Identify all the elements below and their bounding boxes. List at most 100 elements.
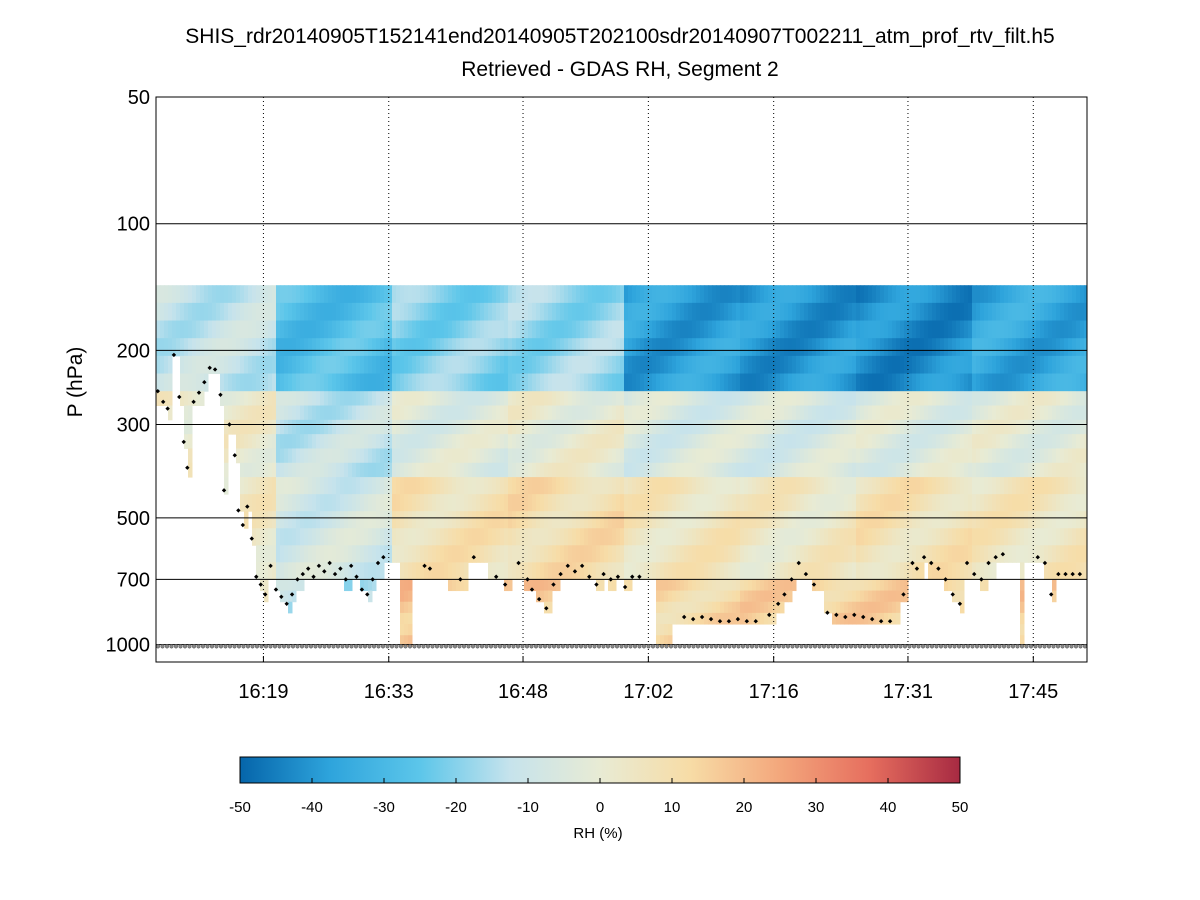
heatmap-cell: [676, 462, 681, 478]
heatmap-cell: [856, 302, 861, 322]
surface-point: [965, 644, 971, 649]
heatmap-cell: [568, 373, 573, 392]
heatmap-cell: [236, 373, 241, 392]
heatmap-cell: [936, 528, 941, 546]
heatmap-cell: [932, 405, 937, 421]
heatmap-cell: [284, 405, 289, 421]
heatmap-cell: [740, 373, 745, 392]
heatmap-cell: [980, 477, 985, 495]
heatmap-cell: [224, 302, 229, 322]
heatmap-cell: [944, 545, 949, 563]
heatmap-cell: [448, 419, 453, 435]
heatmap-cell: [312, 528, 317, 546]
heatmap-cell: [316, 373, 321, 392]
heatmap-cell: [1084, 338, 1087, 357]
heatmap-cell: [1032, 320, 1037, 339]
heatmap-cell: [476, 338, 481, 357]
heatmap-cell: [320, 494, 325, 512]
heatmap-cell: [1048, 373, 1053, 392]
heatmap-cell: [444, 419, 449, 435]
heatmap-cell: [688, 391, 693, 407]
heatmap-cell: [272, 545, 277, 563]
heatmap-cell: [440, 511, 445, 529]
heatmap-cell: [208, 338, 213, 357]
heatmap-cell: [552, 511, 557, 529]
heatmap-cell: [856, 545, 861, 563]
heatmap-cell: [776, 419, 781, 435]
heatmap-cell: [320, 562, 325, 580]
heatmap-cell: [1072, 448, 1077, 464]
heatmap-cell: [884, 579, 889, 592]
heatmap-cell: [248, 320, 253, 339]
heatmap-cell: [892, 355, 897, 375]
heatmap-cell: [996, 373, 1001, 392]
heatmap-cell: [768, 302, 773, 322]
heatmap-cell: [512, 302, 517, 322]
heatmap-cell: [904, 545, 909, 563]
heatmap-cell: [608, 285, 613, 304]
heatmap-cell: [308, 338, 313, 357]
heatmap-cell: [388, 373, 393, 392]
heatmap-cell: [412, 338, 417, 357]
heatmap-cell: [384, 434, 389, 449]
heatmap-cell: [816, 338, 821, 357]
heatmap-cell: [260, 285, 265, 304]
heatmap-cell: [396, 462, 401, 478]
heatmap-cell: [716, 302, 721, 322]
heatmap-cell: [808, 320, 813, 339]
heatmap-cell: [884, 391, 889, 407]
heatmap-cell: [956, 302, 961, 322]
heatmap-cell: [508, 285, 513, 304]
heatmap-cell: [760, 373, 765, 392]
heatmap-cell: [580, 338, 585, 357]
heatmap-cell: [384, 302, 389, 322]
heatmap-cell: [1084, 320, 1087, 339]
heatmap-cell: [616, 405, 621, 421]
heatmap-cell: [844, 320, 849, 339]
heatmap-cell: [952, 448, 957, 464]
heatmap-cell: [628, 528, 633, 546]
heatmap-cell: [160, 391, 165, 407]
heatmap-cell: [748, 320, 753, 339]
heatmap-cell: [952, 419, 957, 435]
heatmap-cell: [708, 562, 713, 580]
heatmap-cell: [680, 320, 685, 339]
surface-point: [623, 644, 629, 649]
heatmap-cell: [520, 391, 525, 407]
heatmap-cell: [184, 391, 189, 407]
heatmap-cell: [380, 320, 385, 339]
heatmap-cell: [556, 477, 561, 495]
heatmap-cell: [244, 338, 249, 357]
heatmap-cell: [384, 511, 389, 529]
heatmap-cell: [1068, 320, 1073, 339]
heatmap-cell: [524, 391, 529, 407]
heatmap-cell: [720, 601, 725, 614]
heatmap-cell: [472, 419, 477, 435]
heatmap-cell: [496, 494, 501, 512]
heatmap-cell: [748, 355, 753, 375]
heatmap-cell: [720, 494, 725, 512]
heatmap-cell: [828, 320, 833, 339]
heatmap-cell: [572, 405, 577, 421]
surface-point: [156, 644, 161, 649]
heatmap-cell: [532, 285, 537, 304]
heatmap-cell: [884, 528, 889, 546]
heatmap-cell: [288, 477, 293, 495]
heatmap-cell: [324, 355, 329, 375]
heatmap-cell: [768, 285, 773, 304]
heatmap-cell: [388, 391, 393, 407]
heatmap-cell: [824, 320, 829, 339]
heatmap-cell: [728, 494, 733, 512]
heatmap-cell: [1080, 338, 1085, 357]
heatmap-cell: [384, 477, 389, 495]
heatmap-cell: [620, 320, 625, 339]
heatmap-cell: [424, 285, 429, 304]
heatmap-cell: [488, 355, 493, 375]
heatmap-cell: [628, 579, 633, 592]
heatmap-cell: [956, 590, 961, 603]
cloud-top-point: [601, 571, 606, 577]
heatmap-cell: [640, 434, 645, 449]
heatmap-cell: [552, 448, 557, 464]
heatmap-cell: [400, 528, 405, 546]
heatmap-cell: [344, 285, 349, 304]
